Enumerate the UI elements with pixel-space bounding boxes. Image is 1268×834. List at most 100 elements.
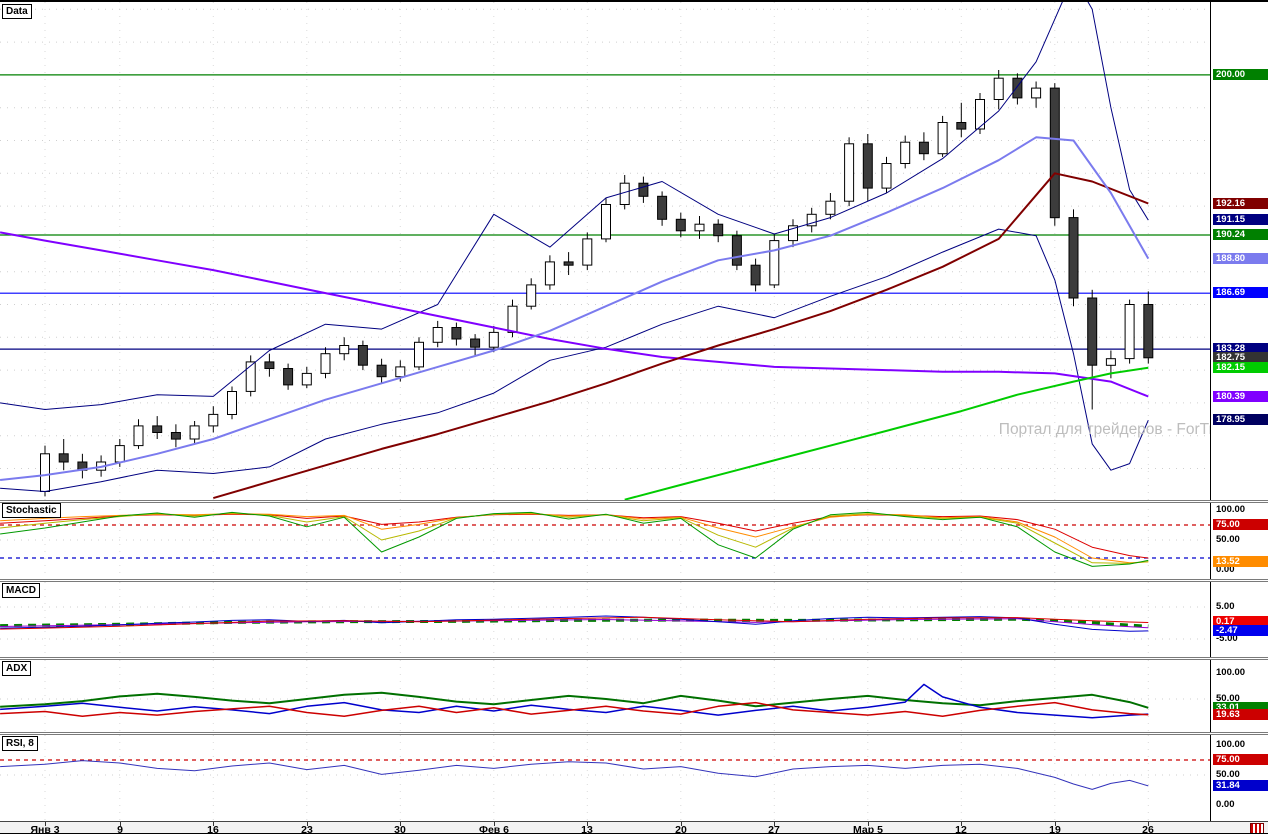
price-price-badge: 182.15 — [1213, 362, 1268, 373]
macd-canvas[interactable] — [0, 582, 1210, 660]
time-tick — [213, 822, 214, 826]
time-tick — [1055, 822, 1056, 826]
ma-green — [624, 366, 1149, 501]
macd-blue — [0, 615, 1149, 632]
time-label: Фев 6 — [478, 824, 510, 834]
time-tick — [120, 822, 121, 826]
stochastic-scale-label: 0.00 — [1216, 564, 1235, 575]
panel-title-adx: ADX — [2, 661, 32, 676]
panel-divider — [0, 579, 1268, 582]
adx-panel — [0, 660, 1210, 735]
macd-red — [0, 616, 1149, 630]
panel-divider — [0, 657, 1268, 660]
stochastic-price-badge: 75.00 — [1213, 519, 1268, 530]
panel-title-data: Data — [2, 4, 32, 19]
time-tick — [400, 822, 401, 826]
macd-scale-label: -5.00 — [1216, 633, 1238, 644]
watermark-text: Портал для трейдеров - ForTrader.ru — [998, 421, 1262, 438]
time-tick — [961, 822, 962, 826]
price-price-badge: 200.00 — [1213, 69, 1268, 80]
adx-canvas[interactable] — [0, 660, 1210, 735]
panel-divider — [0, 732, 1268, 735]
ma-maroon — [213, 172, 1149, 500]
macd-violet — [0, 618, 1149, 629]
time-label: Мар 5 — [853, 824, 883, 834]
adx-price-badge: 19.63 — [1213, 709, 1268, 720]
price-price-badge: 190.24 — [1213, 229, 1268, 240]
stochastic-canvas[interactable] — [0, 502, 1210, 582]
macd-scale-label: 5.00 — [1216, 601, 1235, 612]
time-label: Янв 3 — [30, 824, 60, 834]
rsi-scale-label: 100.00 — [1216, 739, 1246, 750]
panel-divider — [0, 500, 1268, 503]
adx-red — [0, 701, 1149, 717]
time-label: 27 — [768, 824, 780, 834]
ma-lightblue — [0, 136, 1150, 481]
price-price-badge: 183.28 — [1213, 343, 1268, 354]
time-label: 16 — [207, 824, 219, 834]
adx-scale-label: 50.00 — [1216, 693, 1240, 704]
rsi-grid — [0, 735, 1210, 821]
price-panel — [0, 2, 1210, 502]
adx-blue — [0, 683, 1149, 719]
stochastic-panel — [0, 502, 1210, 582]
panel-title-stochastic: Stochastic — [2, 503, 61, 518]
stoch-green — [0, 511, 1149, 567]
adx-scale-label: 100.00 — [1216, 667, 1246, 678]
time-label: 9 — [117, 824, 123, 834]
stochastic-scale-label: 100.00 — [1216, 504, 1246, 515]
time-tick — [587, 822, 588, 826]
time-tick — [868, 822, 869, 826]
time-label: 20 — [675, 824, 687, 834]
macd-price-badge: -2.47 — [1213, 625, 1268, 636]
panel-title-macd: MACD — [2, 583, 40, 598]
ma-purple — [0, 231, 1149, 398]
adx-grid — [0, 660, 1210, 735]
stochastic-scale-label: 50.00 — [1216, 534, 1240, 545]
stochastic-grid — [0, 502, 1210, 582]
stochastic-price-badge: 13.52 — [1213, 556, 1268, 567]
time-label: 23 — [301, 824, 313, 834]
rsi-blue — [0, 760, 1149, 790]
rsi-panel — [0, 735, 1210, 821]
time-tick — [681, 822, 682, 826]
price-price-badge: 182.75 — [1213, 352, 1268, 363]
rsi-scale-label: 0.00 — [1216, 799, 1235, 810]
price-grid — [0, 2, 1210, 502]
price-price-badge: 191.15 — [1213, 214, 1268, 225]
macd-grid — [0, 582, 1210, 660]
time-label: 12 — [955, 824, 967, 834]
time-label: 26 — [1142, 824, 1154, 834]
stoch-red — [0, 513, 1149, 559]
time-tick — [1148, 822, 1149, 826]
time-tick — [494, 822, 495, 826]
price-price-badge: 192.16 — [1213, 198, 1268, 209]
time-tick — [45, 822, 46, 826]
mini-chart-icon — [1250, 823, 1264, 833]
price-price-badge: 178.95 — [1213, 414, 1268, 425]
bollinger-upper — [0, 2, 1149, 410]
macd-panel — [0, 582, 1210, 660]
time-tick — [307, 822, 308, 826]
time-label: 30 — [394, 824, 406, 834]
price-price-badge: 188.80 — [1213, 253, 1268, 264]
time-label: 19 — [1049, 824, 1061, 834]
macd-price-badge: 0.17 — [1213, 616, 1268, 627]
rsi-scale-label: 50.00 — [1216, 769, 1240, 780]
time-label: 13 — [581, 824, 593, 834]
bollinger-lower — [0, 228, 1149, 492]
adx-price-badge: 33.01 — [1213, 702, 1268, 713]
candles-layer — [40, 70, 1154, 497]
main-chart-canvas[interactable] — [0, 2, 1210, 502]
price-price-badge: 180.39 — [1213, 391, 1268, 402]
rsi-canvas[interactable] — [0, 735, 1210, 821]
price-scale-column[interactable]: 200.00 192.16 191.15 190.24 188.80 186.69 183.… — [1210, 2, 1268, 821]
panel-title-rsi: RSI, 8 — [2, 736, 38, 751]
rsi-price-badge: 31.84 — [1213, 780, 1268, 791]
time-tick — [774, 822, 775, 826]
stoch-olive — [0, 512, 1149, 564]
time-scale[interactable]: Янв 3 9 16 23 30 Фев 6 13 20 27 Мар 5 12 19 26 — [0, 821, 1268, 834]
price-price-badge: 186.69 — [1213, 287, 1268, 298]
stoch-orange — [0, 513, 1149, 564]
